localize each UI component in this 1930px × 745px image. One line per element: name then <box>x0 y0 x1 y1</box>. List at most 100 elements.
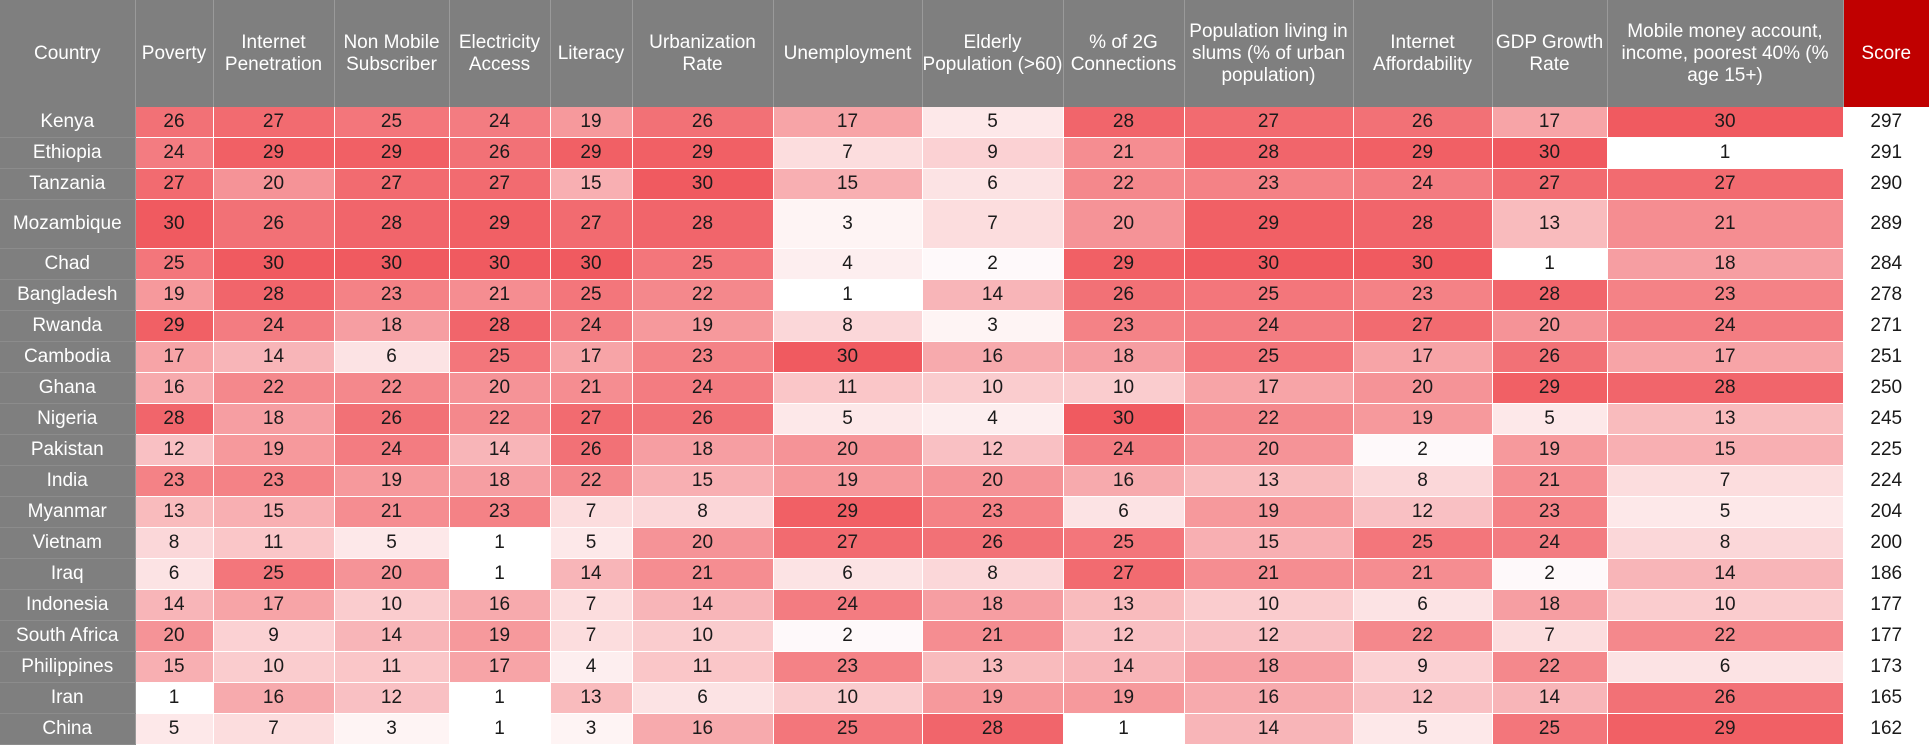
heatmap-cell: 4 <box>550 651 633 683</box>
heatmap-cell: 26 <box>1607 682 1844 714</box>
heatmap-cell: 25 <box>1353 527 1493 559</box>
heatmap-cell: 22 <box>632 279 774 311</box>
heatmap-cell: 28 <box>1184 137 1354 169</box>
heatmap-cell: 8 <box>1353 465 1493 497</box>
table-row: Philippines 15 10 11 17 4 11 23 13 14 18 9 22 6 173 <box>0 651 1929 683</box>
heatmap-cell: 16 <box>449 589 551 621</box>
heatmap-cell: 17 <box>449 651 551 683</box>
heatmap-cell: 27 <box>334 168 450 200</box>
heatmap-cell: 6 <box>334 341 450 373</box>
heatmap-cell: 10 <box>632 620 774 652</box>
heatmap-cell: 22 <box>1353 620 1493 652</box>
heatmap-cell: 14 <box>135 589 214 621</box>
heatmap-cell: 10 <box>334 589 450 621</box>
heatmap-cell: 6 <box>1607 651 1844 683</box>
heatmap-cell: 10 <box>773 682 923 714</box>
heatmap-cell: 28 <box>1353 199 1493 249</box>
heatmap-cell: 19 <box>334 465 450 497</box>
score-cell: 177 <box>1843 620 1929 652</box>
heatmap-cell: 11 <box>632 651 774 683</box>
heatmap-cell: 15 <box>773 168 923 200</box>
score-cell: 291 <box>1843 137 1929 169</box>
heatmap-cell: 10 <box>1184 589 1354 621</box>
heatmap-cell: 1 <box>449 527 551 559</box>
heatmap-cell: 19 <box>135 279 214 311</box>
heatmap-cell: 21 <box>449 279 551 311</box>
country-label: Mozambique <box>0 199 136 249</box>
heatmap-cell: 5 <box>334 527 450 559</box>
table-row: Iran 1 16 12 1 13 6 10 19 19 16 12 14 26 165 <box>0 682 1929 714</box>
column-header: Internet Affordability <box>1353 0 1493 107</box>
heatmap-cell: 25 <box>1063 527 1185 559</box>
heatmap-cell: 13 <box>1063 589 1185 621</box>
heatmap-cell: 23 <box>1353 279 1493 311</box>
heatmap-cell: 16 <box>1184 682 1354 714</box>
country-label: Chad <box>0 248 136 280</box>
heatmap-cell: 26 <box>632 107 774 138</box>
heatmap-cell: 20 <box>1184 434 1354 466</box>
heatmap-cell: 24 <box>449 107 551 138</box>
score-cell: 224 <box>1843 465 1929 497</box>
heatmap-cell: 26 <box>449 137 551 169</box>
country-label: Vietnam <box>0 527 136 559</box>
heatmap-cell: 23 <box>922 496 1064 528</box>
heatmap-cell: 27 <box>135 168 214 200</box>
heatmap-cell: 26 <box>213 199 335 249</box>
heatmap-cell: 17 <box>1607 341 1844 373</box>
heatmap-cell: 19 <box>773 465 923 497</box>
country-label: Ethiopia <box>0 137 136 169</box>
table-row: Cambodia 17 14 6 25 17 23 30 16 18 25 17 26 17 251 <box>0 341 1929 373</box>
table-row: Mozambique 30 26 28 29 27 28 3 7 20 29 28 13 21 289 <box>0 199 1929 249</box>
heatmap-cell: 24 <box>1607 310 1844 342</box>
heatmap-body: Kenya 26 27 25 24 19 26 17 5 28 27 26 17 30 297 Ethiopi… <box>0 107 1929 745</box>
heatmap-cell: 20 <box>922 465 1064 497</box>
heatmap-cell: 25 <box>1492 713 1608 745</box>
heatmap-cell: 17 <box>1184 372 1354 404</box>
score-cell: 278 <box>1843 279 1929 311</box>
heatmap-cell: 21 <box>1063 137 1185 169</box>
heatmap-cell: 2 <box>1353 434 1493 466</box>
heatmap-cell: 22 <box>1063 168 1185 200</box>
heatmap-cell: 18 <box>213 403 335 435</box>
heatmap-cell: 17 <box>213 589 335 621</box>
heatmap-cell: 14 <box>1492 682 1608 714</box>
heatmap-cell: 6 <box>1063 496 1185 528</box>
heatmap-cell: 22 <box>1607 620 1844 652</box>
heatmap-cell: 7 <box>213 713 335 745</box>
country-label: Iraq <box>0 558 136 590</box>
heatmap-cell: 25 <box>213 558 335 590</box>
score-cell: 162 <box>1843 713 1929 745</box>
heatmap-cell: 18 <box>1063 341 1185 373</box>
heatmap-cell: 19 <box>1184 496 1354 528</box>
table-row: Ethiopia 24 29 29 26 29 29 7 9 21 28 29 30 1 291 <box>0 137 1929 169</box>
table-row: Myanmar 13 15 21 23 7 8 29 23 6 19 12 23 5 204 <box>0 496 1929 528</box>
heatmap-cell: 28 <box>213 279 335 311</box>
heatmap-cell: 6 <box>922 168 1064 200</box>
heatmap-cell: 19 <box>1063 682 1185 714</box>
table-row: Rwanda 29 24 18 28 24 19 8 3 23 24 27 20 24 271 <box>0 310 1929 342</box>
table-row: China 5 7 3 1 3 16 25 28 1 14 5 25 29 162 <box>0 713 1929 745</box>
heatmap-cell: 20 <box>773 434 923 466</box>
score-cell: 173 <box>1843 651 1929 683</box>
heatmap-cell: 19 <box>550 107 633 138</box>
column-header: Elderly Population (>60) <box>922 0 1064 107</box>
heatmap-cell: 14 <box>334 620 450 652</box>
heatmap-cell: 27 <box>1607 168 1844 200</box>
heatmap-cell: 30 <box>1607 107 1844 138</box>
heatmap-cell: 24 <box>334 434 450 466</box>
score-cell: 290 <box>1843 168 1929 200</box>
heatmap-cell: 18 <box>449 465 551 497</box>
heatmap-cell: 2 <box>922 248 1064 280</box>
heatmap-cell: 28 <box>1492 279 1608 311</box>
heatmap-cell: 6 <box>135 558 214 590</box>
heatmap-cell: 5 <box>135 713 214 745</box>
heatmap-cell: 1 <box>449 682 551 714</box>
score-cell: 284 <box>1843 248 1929 280</box>
heatmap-cell: 9 <box>922 137 1064 169</box>
heatmap-cell: 22 <box>213 372 335 404</box>
heatmap-cell: 14 <box>1063 651 1185 683</box>
heatmap-cell: 12 <box>922 434 1064 466</box>
heatmap-cell: 18 <box>1184 651 1354 683</box>
country-label: Tanzania <box>0 168 136 200</box>
